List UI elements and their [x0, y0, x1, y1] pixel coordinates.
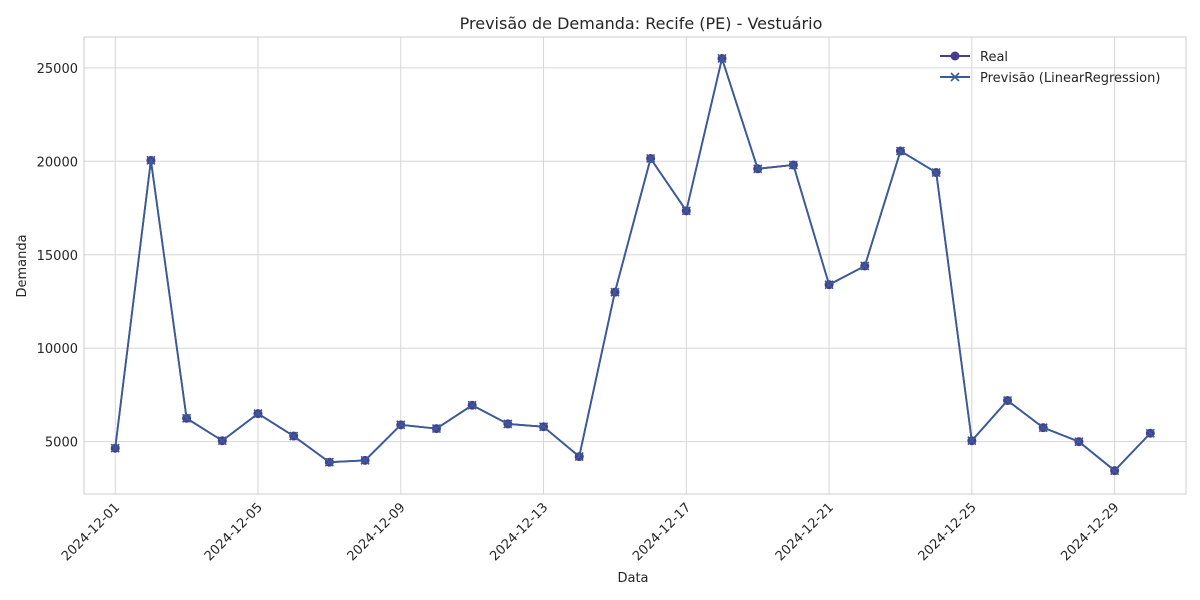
data-point — [931, 167, 941, 178]
data-point — [895, 146, 906, 156]
data-point — [574, 452, 584, 462]
grid-lines — [84, 37, 1186, 494]
series-forecast — [110, 53, 1155, 476]
y-tick-label: 10000 — [37, 342, 78, 357]
x-tick-label: 2024-12-21 — [773, 500, 837, 564]
y-tick-label: 25000 — [37, 62, 78, 77]
y-tick-label: 15000 — [37, 249, 78, 264]
data-point — [753, 164, 763, 174]
data-point — [646, 153, 656, 164]
chart-title: Previsão de Demanda: Recife (PE) - Vestu… — [460, 14, 823, 33]
x-tick-label: 2024-12-05 — [202, 500, 266, 564]
data-point — [717, 53, 727, 64]
y-axis: 5000 10000 15000 20000 25000 — [37, 62, 78, 451]
data-point — [396, 420, 406, 430]
x-tick-label: 2024-12-25 — [916, 500, 980, 564]
data-point — [182, 413, 192, 423]
data-point — [467, 400, 477, 410]
legend-marker-forecast — [950, 72, 960, 82]
data-point — [681, 206, 691, 216]
legend-item-real: Real — [940, 50, 1008, 65]
data-point — [1145, 428, 1155, 438]
legend-label-real: Real — [980, 50, 1008, 65]
x-axis-label: Data — [617, 571, 648, 586]
data-point — [360, 455, 370, 465]
x-tick-label: 2024-12-29 — [1058, 500, 1122, 564]
legend: Real Previsão (LinearRegression) — [940, 50, 1160, 86]
data-point — [289, 431, 299, 441]
data-point — [146, 155, 156, 165]
series-line — [114, 55, 1151, 472]
data-point — [538, 422, 549, 432]
y-tick-label: 5000 — [45, 436, 78, 451]
data-point — [1074, 437, 1084, 447]
plot-frame — [83, 36, 1187, 495]
data-point — [217, 436, 227, 446]
data-point — [610, 287, 620, 297]
legend-item-forecast: Previsão (LinearRegression) — [940, 71, 1160, 86]
x-tick-label: 2024-12-09 — [345, 500, 409, 564]
series-layer — [110, 53, 1155, 476]
data-point — [788, 160, 798, 170]
data-point — [1038, 423, 1048, 433]
data-point — [324, 457, 334, 467]
series-line — [114, 55, 1151, 472]
legend-label-forecast: Previsão (LinearRegression) — [980, 71, 1160, 86]
data-point — [503, 419, 513, 429]
x-axis: 2024-12-01 2024-12-05 2024-12-09 2024-12-13… — [59, 500, 1122, 564]
data-point — [967, 436, 977, 446]
x-tick-label: 2024-12-13 — [487, 500, 551, 564]
data-point — [860, 261, 870, 271]
legend-marker-real — [950, 51, 960, 61]
data-point — [431, 424, 442, 434]
x-tick-label: 2024-12-01 — [59, 500, 123, 564]
data-point — [1110, 466, 1120, 476]
data-point — [824, 280, 834, 290]
x-tick-label: 2024-12-17 — [630, 500, 694, 564]
data-point — [1002, 395, 1013, 406]
data-point — [110, 443, 120, 453]
data-point — [253, 409, 263, 419]
y-tick-label: 20000 — [37, 155, 78, 170]
y-axis-label: Demanda — [15, 234, 30, 297]
